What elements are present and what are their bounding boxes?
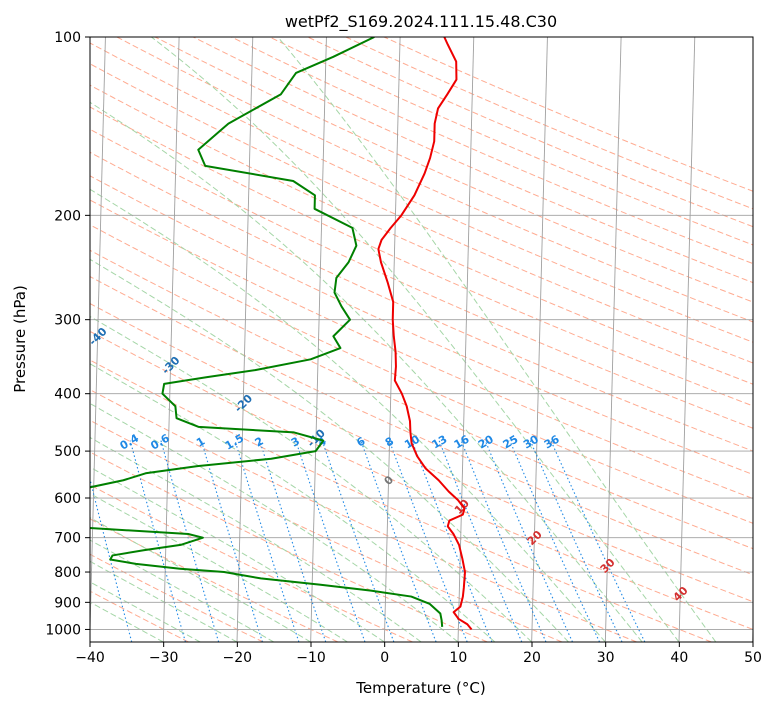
x-tick-label: 0 bbox=[380, 650, 389, 666]
dry-adiabat-line bbox=[90, 84, 753, 385]
mixing-ratio-line bbox=[411, 440, 493, 642]
y-tick-label: 200 bbox=[54, 208, 81, 224]
x-tick-label: 20 bbox=[523, 650, 541, 666]
dewpoint-profile-line bbox=[90, 37, 444, 627]
y-tick-label: 600 bbox=[54, 491, 81, 507]
moist-adiabat-line bbox=[151, 37, 680, 642]
chart-title: wetPf2_S169.2024.111.15.48.C30 bbox=[285, 12, 557, 32]
x-tick-label: 50 bbox=[744, 650, 762, 666]
sounding-profiles bbox=[90, 37, 473, 631]
isotherm-line bbox=[310, 37, 327, 642]
mixing-ratio-line bbox=[529, 440, 623, 642]
x-tick-label: −20 bbox=[223, 650, 253, 666]
isotherm-line bbox=[531, 37, 548, 642]
mixing-ratio-line bbox=[509, 440, 601, 642]
y-tick-label: 100 bbox=[54, 30, 81, 46]
moist-adiabat-line bbox=[90, 258, 569, 642]
mixing-ratio-line bbox=[200, 440, 263, 642]
moist-adiabat-line bbox=[90, 436, 422, 642]
mixing-ratio-line bbox=[388, 440, 468, 642]
x-tick-label: −30 bbox=[149, 650, 179, 666]
y-tick-label: 800 bbox=[54, 565, 81, 581]
dry-adiabat-line bbox=[90, 275, 753, 576]
x-tick-label: −40 bbox=[75, 650, 105, 666]
x-tick-label: 10 bbox=[449, 650, 467, 666]
moist-adiabat-line bbox=[90, 363, 496, 642]
plot-frame bbox=[89, 36, 754, 643]
dry-adiabat-line bbox=[383, 37, 753, 192]
y-axis-label: Pressure (hPa) bbox=[11, 285, 29, 393]
mixing-ratio-line bbox=[550, 440, 646, 642]
dry-adiabat-line bbox=[90, 128, 753, 429]
moist-adiabat-line bbox=[90, 315, 533, 642]
dry-adiabat-line bbox=[90, 151, 753, 452]
isotherm-line bbox=[383, 37, 401, 642]
dry-adiabat-line bbox=[90, 484, 413, 642]
y-tick-label: 500 bbox=[54, 444, 81, 460]
isotherm-line bbox=[678, 37, 696, 642]
mixing-ratio-line bbox=[234, 440, 300, 642]
dry-adiabat-line bbox=[90, 359, 712, 642]
dry-adiabat-line bbox=[90, 249, 753, 550]
mixing-ratio-line bbox=[360, 440, 437, 642]
dry-adiabat-line bbox=[90, 330, 753, 630]
moist-adiabat-line bbox=[277, 37, 717, 642]
isotherm-line bbox=[90, 37, 106, 642]
dry-adiabat-line bbox=[90, 63, 753, 364]
x-tick-label: 40 bbox=[670, 650, 688, 666]
moist-adiabat-line bbox=[90, 402, 459, 642]
moist-adiabat-line bbox=[90, 101, 643, 642]
y-tick-label: 900 bbox=[54, 595, 81, 611]
isotherm-line bbox=[604, 37, 622, 642]
dry-adiabat-line bbox=[193, 37, 753, 284]
moist-adiabat-line bbox=[90, 539, 275, 642]
dry-adiabat-line bbox=[231, 37, 753, 265]
x-axis-label: Temperature (°C) bbox=[355, 679, 485, 697]
y-tick-label: 300 bbox=[54, 313, 81, 329]
dry-adiabat-line bbox=[269, 37, 753, 246]
dry-adiabats bbox=[90, 37, 753, 642]
dry-adiabat-line bbox=[90, 451, 488, 642]
x-tick-label: 30 bbox=[597, 650, 615, 666]
mixing-ratio-line bbox=[129, 440, 186, 642]
mixing-ratio-line bbox=[438, 440, 523, 642]
isotherm-line bbox=[162, 37, 180, 642]
mixing-ratio-line bbox=[90, 477, 133, 642]
mixing-ratio-line bbox=[484, 440, 573, 642]
temperature-profile-line bbox=[377, 37, 473, 631]
axes: −40 −30 −20 −10 0 10 20 30 40 50 100 200 300 400 500 60… bbox=[45, 30, 762, 666]
dry-adiabat-line bbox=[90, 42, 753, 343]
dry-adiabat-line bbox=[90, 389, 637, 642]
mixing-ratio-lines bbox=[90, 440, 646, 642]
isotherms bbox=[90, 37, 753, 642]
x-tick-label: −10 bbox=[296, 650, 326, 666]
dry-adiabat-line bbox=[90, 518, 339, 642]
y-tick-label: 400 bbox=[54, 387, 81, 403]
dry-adiabat-line bbox=[307, 37, 753, 228]
dry-adiabat-line bbox=[90, 302, 753, 603]
isobars bbox=[90, 37, 753, 630]
mixing-ratio-line bbox=[259, 440, 327, 642]
mixing-ratio-line bbox=[460, 440, 547, 642]
isotherm-line bbox=[457, 37, 475, 642]
plot-area: 0.10.20.40.611.52346810131620253036-100-… bbox=[90, 37, 753, 642]
moist-adiabats bbox=[90, 37, 717, 642]
y-tick-label: 700 bbox=[54, 531, 81, 547]
y-tick-label: 1000 bbox=[45, 622, 81, 638]
isotherm-line bbox=[236, 37, 254, 642]
dry-adiabat-line bbox=[116, 37, 753, 323]
moist-adiabat-line bbox=[90, 466, 385, 642]
dry-adiabat-line bbox=[90, 106, 753, 407]
moist-adiabat-line bbox=[90, 188, 606, 642]
